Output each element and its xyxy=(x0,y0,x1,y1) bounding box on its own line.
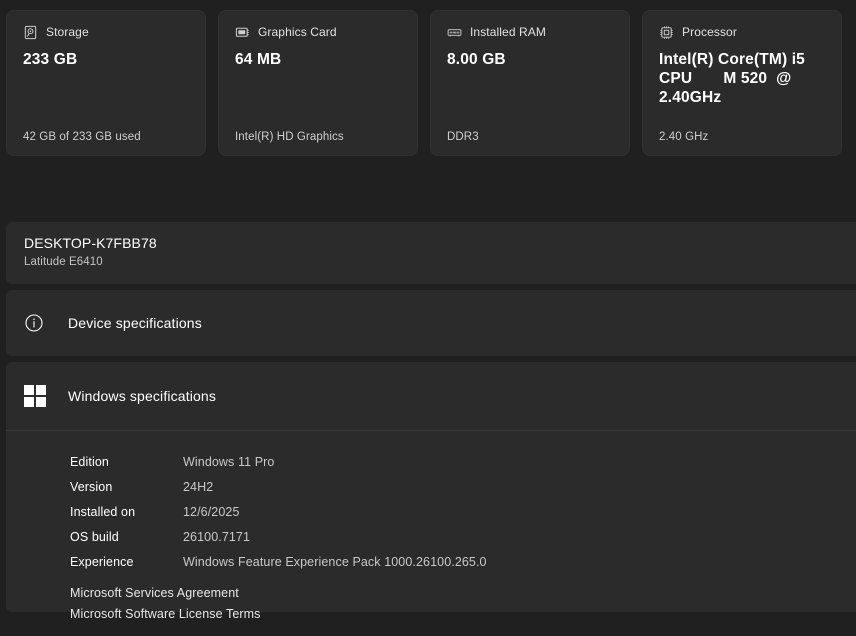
device-name-panel: DESKTOP-K7FBB78 Latitude E6410 xyxy=(6,222,856,284)
card-header: Storage xyxy=(23,23,189,41)
spec-card-processor: Processor Intel(R) Core(TM) i5 CPU M 520… xyxy=(642,10,842,156)
spec-row: OS build 26100.7171 xyxy=(6,524,856,549)
card-label: Installed RAM xyxy=(470,25,546,39)
card-label: Storage xyxy=(46,25,89,39)
spec-row: Experience Windows Feature Experience Pa… xyxy=(6,549,856,574)
card-subtext: 42 GB of 233 GB used xyxy=(23,131,141,143)
spec-row: Version 24H2 xyxy=(6,474,856,499)
expander-device-specifications[interactable]: Device specifications xyxy=(6,290,856,356)
card-value: Intel(R) Core(TM) i5 CPU M 520 @ 2.40GHz xyxy=(659,51,810,106)
info-icon xyxy=(24,313,50,333)
spec-key: Version xyxy=(70,479,113,494)
spec-row: Edition Windows 11 Pro xyxy=(6,449,856,474)
processor-icon xyxy=(659,25,674,40)
spec-value: 12/6/2025 xyxy=(183,504,240,519)
device-model: Latitude E6410 xyxy=(24,256,103,268)
spec-card-ram: Installed RAM 8.00 GB DDR3 xyxy=(430,10,630,156)
spec-value: Windows Feature Experience Pack 1000.261… xyxy=(183,554,487,569)
expander-windows-specifications[interactable]: Windows specifications xyxy=(6,362,856,430)
card-value: 233 GB xyxy=(23,51,78,68)
spec-value: Windows 11 Pro xyxy=(183,454,275,469)
spec-key: OS build xyxy=(70,529,119,544)
card-value: 8.00 GB xyxy=(447,51,506,68)
link-microsoft-services-agreement[interactable]: Microsoft Services Agreement xyxy=(70,586,239,600)
spec-value: 24H2 xyxy=(183,479,214,494)
graphics-card-icon xyxy=(235,25,250,40)
device-name: DESKTOP-K7FBB78 xyxy=(24,235,157,251)
card-subtext: DDR3 xyxy=(447,131,479,143)
link-microsoft-software-license-terms[interactable]: Microsoft Software License Terms xyxy=(70,607,261,621)
spec-card-row: Storage 233 GB 42 GB of 233 GB used Grap… xyxy=(6,10,850,156)
spec-row: Installed on 12/6/2025 xyxy=(6,499,856,524)
card-label: Graphics Card xyxy=(258,25,337,39)
expander-label: Device specifications xyxy=(68,315,202,331)
spec-key: Edition xyxy=(70,454,109,469)
spec-key: Installed on xyxy=(70,504,136,519)
spec-key: Experience xyxy=(70,554,134,569)
windows-specifications-content: Edition Windows 11 Pro Version 24H2 Inst… xyxy=(6,430,856,621)
card-label: Processor xyxy=(682,25,737,39)
legal-links: Microsoft Services Agreement Microsoft S… xyxy=(6,583,856,625)
windows-logo-icon xyxy=(24,385,50,407)
card-subtext: 2.40 GHz xyxy=(659,131,709,143)
card-value: 64 MB xyxy=(235,51,282,68)
memory-icon xyxy=(447,25,462,40)
spec-card-graphics: Graphics Card 64 MB Intel(R) HD Graphics xyxy=(218,10,418,156)
spec-card-storage: Storage 233 GB 42 GB of 233 GB used xyxy=(6,10,206,156)
spec-value: 26100.7171 xyxy=(183,529,251,544)
expander-label: Windows specifications xyxy=(68,388,217,404)
card-header: Processor xyxy=(659,23,825,41)
card-header: Graphics Card xyxy=(235,23,401,41)
card-header: Installed RAM xyxy=(447,23,613,41)
card-subtext: Intel(R) HD Graphics xyxy=(235,131,344,143)
windows-spec-table: Edition Windows 11 Pro Version 24H2 Inst… xyxy=(6,449,856,574)
storage-icon xyxy=(23,25,38,40)
